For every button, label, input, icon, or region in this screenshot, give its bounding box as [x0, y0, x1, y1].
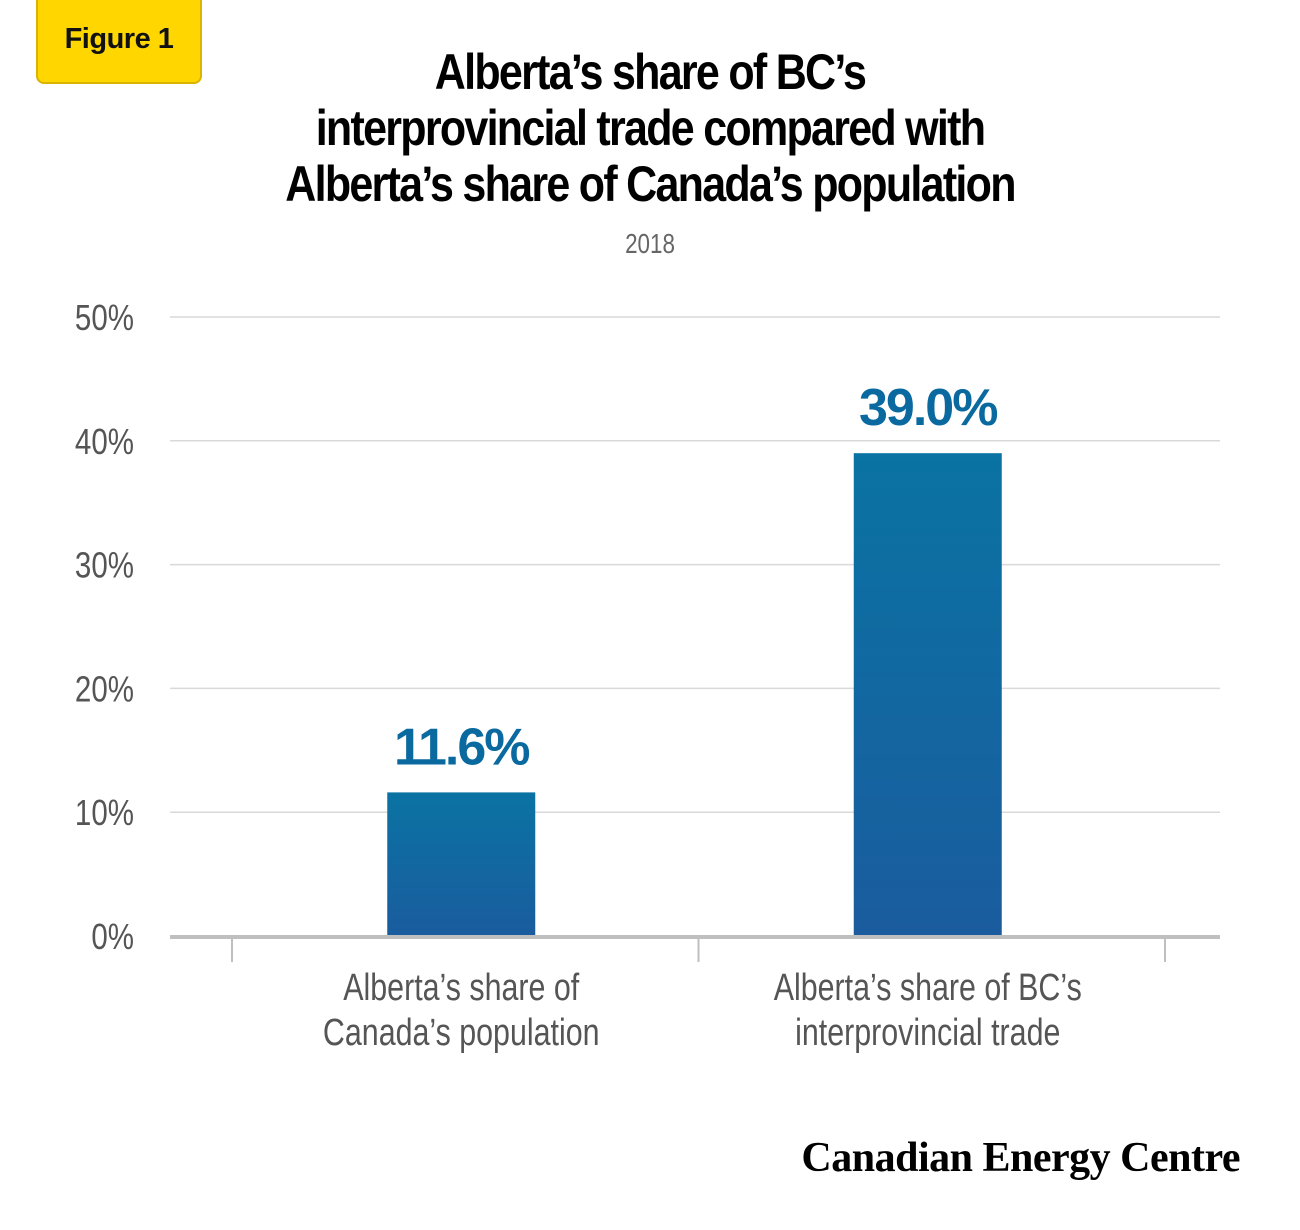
y-tick-label: 30% — [75, 545, 134, 585]
figure-badge-label: Figure 1 — [64, 22, 174, 55]
brand-logo: Canadian Energy Centre — [801, 1135, 1240, 1181]
y-tick-label: 20% — [75, 669, 134, 709]
y-tick-label: 10% — [75, 792, 134, 832]
x-axis — [170, 935, 1220, 962]
data-label: 11.6% — [394, 718, 529, 776]
data-labels: 11.6% 39.0% — [394, 379, 999, 776]
x-tick-label-line: Alberta’s share of — [343, 967, 579, 1009]
gridlines — [170, 316, 1220, 813]
x-tick-label-line: Alberta’s share of BC’s — [774, 967, 1082, 1009]
chart-title-line-3: Alberta’s share of Canada’s population — [285, 156, 1016, 212]
chart-title-line-2: interprovincial trade compared with — [315, 100, 986, 156]
y-axis-ticks: 0% 10% 20% 30% 40% 50% — [75, 297, 134, 956]
x-tick-label-line: interprovincial trade — [795, 1012, 1060, 1054]
x-tick-label-line: Canada’s population — [323, 1012, 600, 1054]
y-tick-label: 0% — [91, 916, 134, 956]
y-tick-label: 50% — [75, 297, 134, 337]
bars — [387, 453, 1002, 936]
data-label: 39.0% — [859, 379, 997, 437]
chart-title: Alberta’s share of BC’s interprovincial … — [220, 44, 1080, 212]
bar — [853, 453, 1002, 936]
chart-subtitle: 2018 — [625, 228, 675, 259]
chart-title-line-1: Alberta’s share of BC’s — [434, 44, 867, 100]
y-tick-label: 40% — [75, 421, 134, 461]
bar — [387, 792, 536, 936]
figure-badge: Figure 1 — [36, 0, 202, 84]
